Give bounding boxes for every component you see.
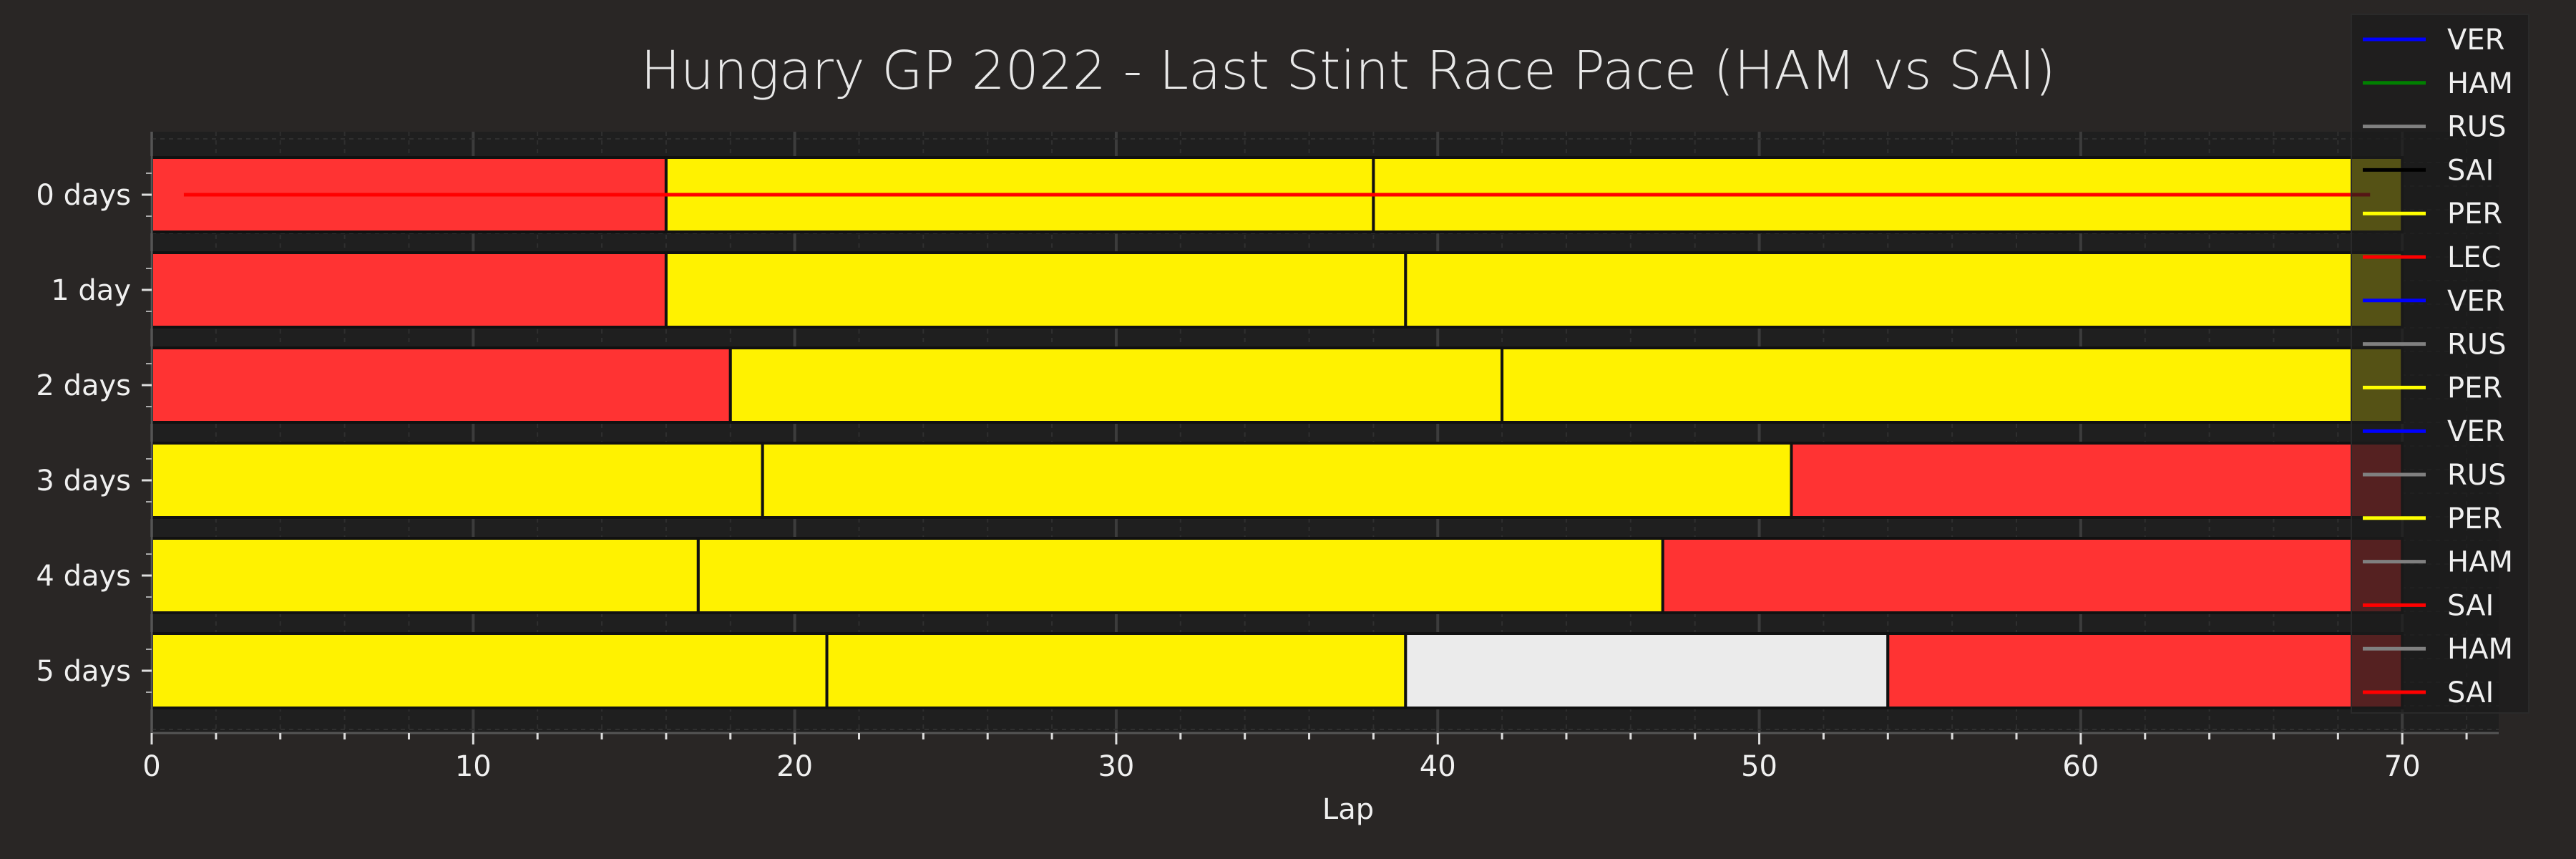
legend-label: VER: [2447, 285, 2504, 318]
stint-bar: [825, 632, 1407, 709]
legend-label: SAI: [2447, 154, 2494, 187]
y-tick-label: 0 days: [36, 179, 131, 212]
legend-label: HAM: [2447, 633, 2513, 666]
stint-bar: [150, 632, 829, 709]
stint-bar: [696, 537, 1664, 614]
stint-bar: [728, 346, 1504, 424]
legend-label: VER: [2447, 415, 2504, 448]
stint-bar: [761, 442, 1793, 519]
legend-label: PER: [2447, 198, 2502, 230]
y-tick-label: 4 days: [36, 560, 131, 593]
y-tick-label: 3 days: [36, 465, 131, 498]
x-tick-label: 50: [1741, 750, 1777, 783]
stint-bar: [1404, 632, 1890, 709]
legend-label: PER: [2447, 372, 2502, 404]
axes: 0 10 20 30 40 50 60 70 0 days 1 day 2 days 3 days 4 …: [36, 132, 2499, 783]
legend-label: HAM: [2447, 67, 2513, 100]
x-tick-label: 30: [1098, 750, 1134, 783]
y-tick-label: 2 days: [36, 369, 131, 402]
stint-bar: [150, 442, 764, 519]
stint-bar: [150, 537, 700, 614]
legend-label: SAI: [2447, 589, 2494, 622]
x-tick-label: 10: [455, 750, 492, 783]
stint-bar: [150, 346, 732, 424]
stint-bar: [1501, 346, 2404, 424]
x-tick-label: 60: [2062, 750, 2099, 783]
chart-title: Hungary GP 2022 - Last Stint Race Pace (…: [640, 40, 2055, 102]
legend-label: SAI: [2447, 676, 2494, 709]
x-axis-label: Lap: [1322, 793, 1374, 826]
stint-bar: [1661, 537, 2404, 614]
legend-label: LEC: [2447, 241, 2502, 274]
stint-bars: [150, 156, 2404, 709]
x-tick-label: 0: [142, 750, 160, 783]
legend-box: [2351, 14, 2529, 714]
y-tick-label: 5 days: [36, 655, 131, 688]
x-tick-label: 20: [776, 750, 813, 783]
legend-label: RUS: [2447, 111, 2506, 144]
stint-bar: [664, 251, 1407, 329]
stint-bar: [1886, 632, 2404, 709]
y-tick-label: 1 day: [51, 274, 131, 307]
legend-label: HAM: [2447, 546, 2513, 579]
legend-label: VER: [2447, 24, 2504, 57]
stint-bar: [150, 251, 668, 329]
stint-bar: [1790, 442, 2404, 519]
legend: VER HAM RUS SAI PER LEC VER RUS PER VER RUS PER HAM S…: [2351, 14, 2529, 714]
legend-label: PER: [2447, 503, 2502, 535]
legend-label: RUS: [2447, 329, 2506, 361]
legend-label: RUS: [2447, 459, 2506, 492]
x-tick-label: 70: [2384, 750, 2421, 783]
stint-bar: [1404, 251, 2404, 329]
x-tick-label: 40: [1420, 750, 1456, 783]
